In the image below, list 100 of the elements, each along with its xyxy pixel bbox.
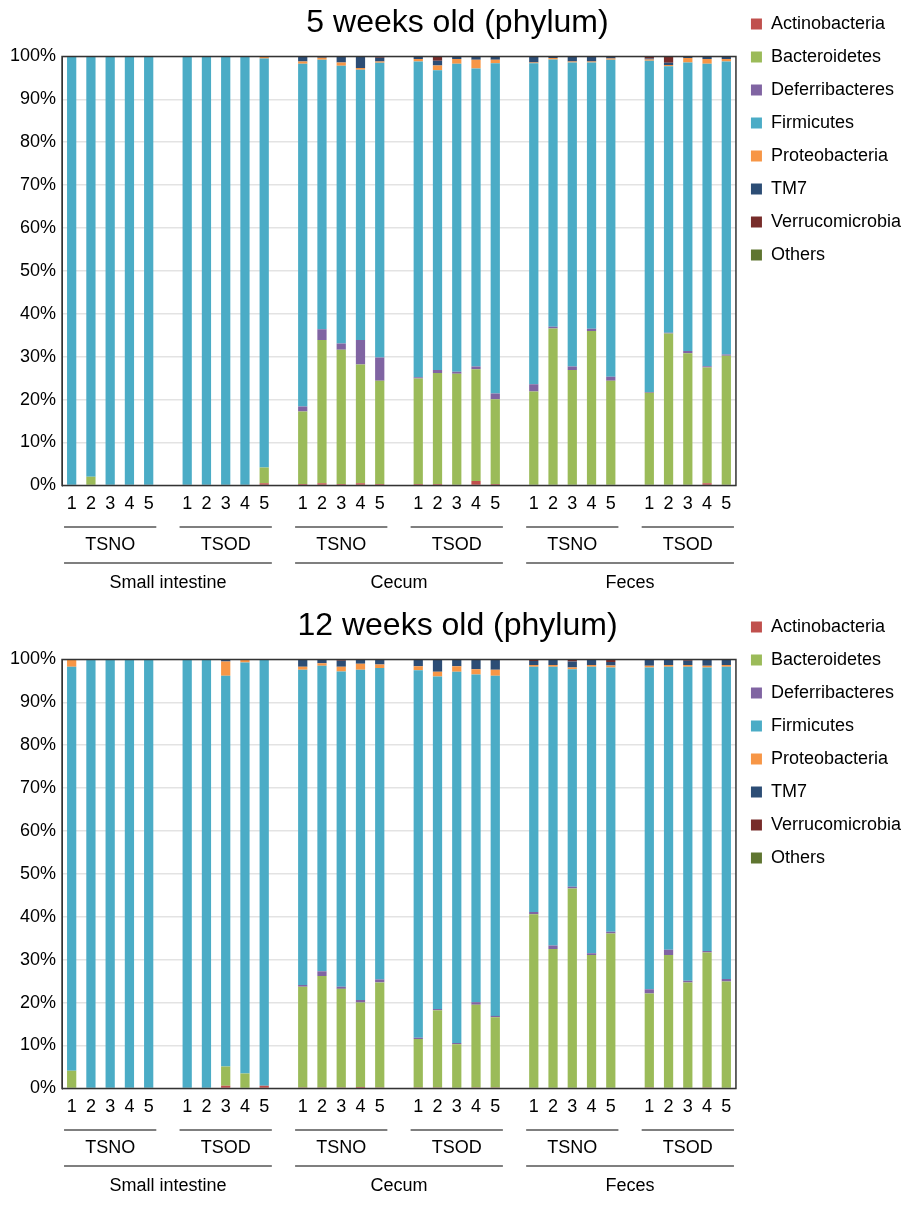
x-tick-label: 1 bbox=[182, 493, 193, 514]
x-tick-label: 1 bbox=[182, 1096, 193, 1117]
text: TSOD bbox=[431, 533, 482, 554]
y-tick-label: 50% bbox=[20, 259, 57, 280]
y-tick-label: 100% bbox=[9, 45, 57, 66]
legend-label: Others bbox=[770, 243, 825, 264]
x-tick-label: 5 bbox=[721, 493, 732, 514]
x-tick-label: 2 bbox=[432, 493, 443, 514]
y-tick-label: 100% bbox=[9, 648, 57, 669]
x-tick-label: 4 bbox=[586, 1096, 597, 1117]
text: Feces bbox=[605, 571, 655, 592]
text: TSOD bbox=[662, 533, 713, 554]
y-tick-label: 90% bbox=[20, 88, 57, 109]
x-tick-label: 3 bbox=[567, 1096, 578, 1117]
text: TSOD bbox=[200, 533, 251, 554]
x-tick-label: 3 bbox=[451, 493, 462, 514]
legend-label: Proteobacteria bbox=[770, 144, 890, 165]
text: Feces bbox=[605, 1174, 655, 1195]
x-tick-label: 3 bbox=[451, 1096, 462, 1117]
x-tick-label: 2 bbox=[548, 1096, 559, 1117]
x-tick-label: 1 bbox=[644, 1096, 655, 1117]
y-tick-label: 70% bbox=[20, 174, 57, 195]
x-tick-label: 1 bbox=[297, 1096, 308, 1117]
legend-label: Verrucomicrobia bbox=[770, 813, 902, 834]
legend-label: Others bbox=[770, 846, 825, 867]
x-tick-label: 5 bbox=[143, 493, 154, 514]
legend-label: Bacteroidetes bbox=[770, 648, 882, 669]
x-tick-label: 4 bbox=[355, 493, 366, 514]
text: TSNO bbox=[85, 1136, 136, 1157]
y-tick-label: 50% bbox=[20, 862, 57, 883]
y-tick-label: 90% bbox=[20, 691, 57, 712]
y-tick-label: 60% bbox=[20, 216, 57, 237]
legend-label: Proteobacteria bbox=[770, 747, 890, 768]
x-tick-label: 4 bbox=[702, 493, 713, 514]
y-tick-label: 80% bbox=[20, 734, 57, 755]
y-tick-label: 80% bbox=[20, 131, 57, 152]
x-tick-label: 3 bbox=[220, 1096, 231, 1117]
x-tick-label: 4 bbox=[239, 1096, 250, 1117]
legend-label: Verrucomicrobia bbox=[770, 210, 902, 231]
x-tick-label: 3 bbox=[105, 493, 116, 514]
text: Small intestine bbox=[109, 571, 227, 592]
x-tick-label: 1 bbox=[413, 493, 424, 514]
y-tick-label: 60% bbox=[20, 819, 57, 840]
x-tick-label: 1 bbox=[528, 493, 539, 514]
x-tick-label: 5 bbox=[490, 1096, 501, 1117]
legend-label: TM7 bbox=[770, 177, 807, 198]
legend-label: Firmicutes bbox=[770, 714, 854, 735]
text: Cecum bbox=[370, 1174, 428, 1195]
x-tick-label: 4 bbox=[355, 1096, 366, 1117]
legend-label: Deferribacteres bbox=[770, 681, 894, 702]
x-tick-label: 3 bbox=[220, 493, 231, 514]
text: TSOD bbox=[200, 1136, 251, 1157]
x-tick-label: 2 bbox=[85, 493, 96, 514]
y-tick-label: 10% bbox=[20, 431, 57, 452]
x-tick-label: 4 bbox=[239, 493, 250, 514]
y-tick-label: 10% bbox=[20, 1034, 57, 1055]
x-tick-label: 2 bbox=[663, 1096, 674, 1117]
x-tick-label: 3 bbox=[336, 493, 347, 514]
x-tick-label: 5 bbox=[374, 493, 385, 514]
x-tick-label: 5 bbox=[490, 493, 501, 514]
legend-label: Actinobacteria bbox=[770, 12, 886, 33]
x-tick-label: 1 bbox=[528, 1096, 539, 1117]
x-tick-label: 4 bbox=[471, 493, 482, 514]
y-tick-label: 20% bbox=[20, 388, 57, 409]
y-tick-label: 70% bbox=[20, 777, 57, 798]
x-tick-label: 3 bbox=[105, 1096, 116, 1117]
x-tick-label: 4 bbox=[124, 493, 135, 514]
x-tick-label: 1 bbox=[297, 493, 308, 514]
legend-label: Deferribacteres bbox=[770, 78, 894, 99]
y-tick-label: 0% bbox=[30, 474, 57, 495]
x-tick-label: 2 bbox=[316, 1096, 327, 1117]
x-tick-label: 5 bbox=[259, 1096, 270, 1117]
legend-label: Firmicutes bbox=[770, 111, 854, 132]
x-tick-label: 2 bbox=[201, 493, 212, 514]
x-tick-label: 5 bbox=[605, 1096, 616, 1117]
chart-title: 12 weeks old (phylum) bbox=[297, 606, 618, 643]
x-tick-label: 2 bbox=[548, 493, 559, 514]
y-tick-label: 40% bbox=[20, 302, 57, 323]
text: TSOD bbox=[662, 1136, 713, 1157]
x-tick-label: 3 bbox=[336, 1096, 347, 1117]
x-tick-label: 3 bbox=[682, 1096, 693, 1117]
text: Cecum bbox=[370, 571, 428, 592]
x-tick-label: 5 bbox=[374, 1096, 385, 1117]
x-tick-label: 4 bbox=[586, 493, 597, 514]
x-tick-label: 5 bbox=[143, 1096, 154, 1117]
y-tick-label: 30% bbox=[20, 345, 57, 366]
legend-label: TM7 bbox=[770, 780, 807, 801]
x-tick-label: 4 bbox=[124, 1096, 135, 1117]
y-tick-label: 0% bbox=[30, 1077, 57, 1098]
x-tick-label: 5 bbox=[259, 493, 270, 514]
x-tick-label: 5 bbox=[605, 493, 616, 514]
x-tick-label: 2 bbox=[85, 1096, 96, 1117]
chart-title: 5 weeks old (phylum) bbox=[306, 3, 609, 40]
y-tick-label: 20% bbox=[20, 991, 57, 1012]
x-tick-label: 4 bbox=[471, 1096, 482, 1117]
text: TSNO bbox=[547, 533, 598, 554]
x-tick-label: 2 bbox=[432, 1096, 443, 1117]
x-tick-label: 2 bbox=[663, 493, 674, 514]
text: Small intestine bbox=[109, 1174, 227, 1195]
x-tick-label: 1 bbox=[66, 1096, 77, 1117]
